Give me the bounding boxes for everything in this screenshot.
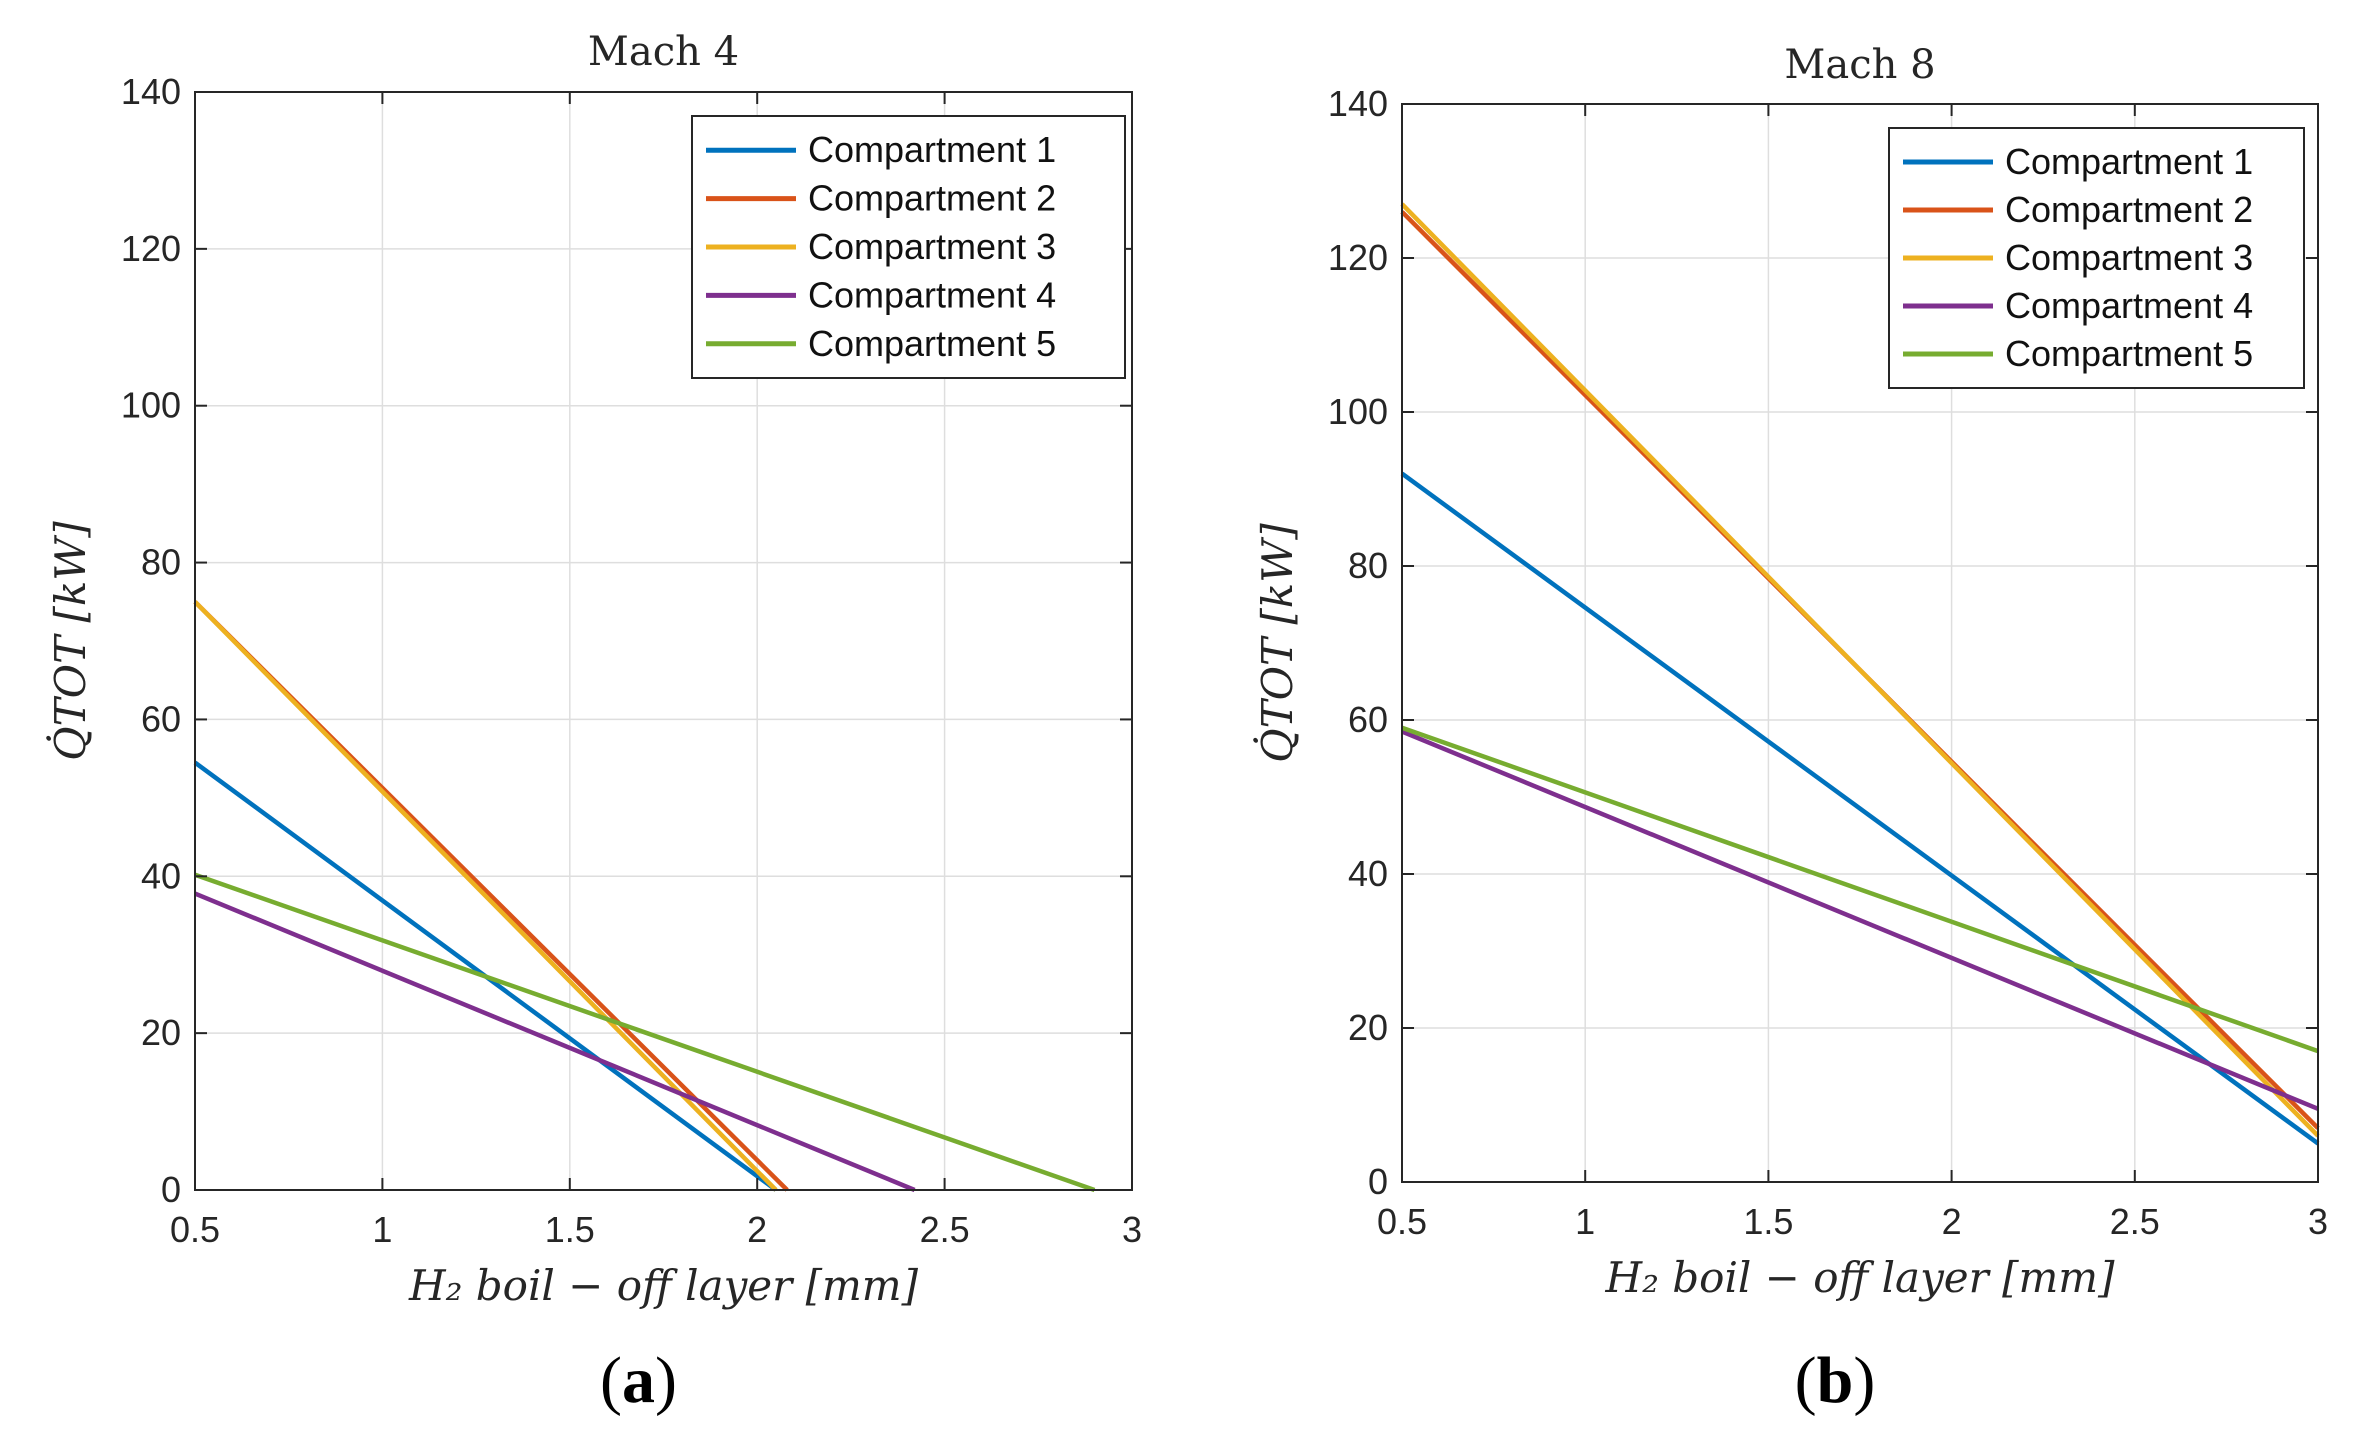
legend-entry-5: Compartment 5 — [2005, 333, 2253, 374]
y-tick-label: 100 — [121, 385, 181, 426]
legend-entry-5: Compartment 5 — [808, 323, 1056, 364]
chart-title: Mach 8 — [1784, 42, 1935, 88]
x-tick-label: 1 — [372, 1209, 392, 1250]
panel-label: (b) — [1795, 1344, 1876, 1417]
chart-title: Mach 4 — [588, 29, 739, 75]
axes-box — [1401, 103, 2319, 1183]
legend: Compartment 1 Compartment 2 Compartment 3 C… — [691, 115, 1126, 379]
legend-entry-1: Compartment 1 — [2005, 141, 2253, 182]
series-line-4 — [194, 891, 916, 1193]
panel-label-close: ) — [1853, 1344, 1875, 1417]
y-tick-label: 40 — [141, 855, 181, 896]
y-tick-label: 120 — [1328, 237, 1388, 278]
chart-panel-1: 0.5 1 1.5 2 2.5 3 0 20 40 60 80 100 120 140 Mach 4 H₂ b… — [45, 29, 1142, 1417]
y-axis-label: Q̇TOT [kW] — [45, 521, 95, 761]
legend-entry-3: Compartment 3 — [808, 226, 1056, 267]
x-axis-label: H₂ boil − off layer [mm] — [1604, 1253, 2115, 1302]
x-tick-label: 2.5 — [2110, 1201, 2160, 1242]
legend-entry-1: Compartment 1 — [808, 129, 1056, 170]
y-tick-label: 0 — [1368, 1161, 1388, 1202]
series-line-3 — [1400, 202, 2320, 1138]
legend-entry-2: Compartment 2 — [2005, 189, 2253, 230]
chart-panel-2: 0.5 1 1.5 2 2.5 3 0 20 40 60 80 100 120 140 Mach 8 H₂ b… — [1252, 42, 2328, 1417]
y-tick-label: 140 — [121, 71, 181, 112]
panel-label-letter: a — [622, 1344, 655, 1417]
x-tick-label: 0.5 — [170, 1209, 220, 1250]
x-axis-label: H₂ boil − off layer [mm] — [408, 1261, 919, 1310]
y-tick-label: 120 — [121, 228, 181, 269]
legend-entry-2: Compartment 2 — [808, 178, 1056, 219]
panel-label-open: ( — [1795, 1344, 1817, 1417]
axes-box — [194, 91, 1133, 1191]
series-line-1 — [1400, 471, 2320, 1146]
x-tick-label: 2 — [747, 1209, 767, 1250]
legend-entry-4: Compartment 4 — [2005, 285, 2253, 326]
x-tick-label: 0.5 — [1377, 1201, 1427, 1242]
x-tick-label: 3 — [1122, 1209, 1142, 1250]
y-tick-label: 60 — [1348, 699, 1388, 740]
legend-entry-3: Compartment 3 — [2005, 237, 2253, 278]
x-tick-label: 2 — [1942, 1201, 1962, 1242]
series-line-5 — [1401, 725, 2319, 1054]
y-tick-label: 140 — [1328, 83, 1388, 124]
panel-label: (a) — [600, 1344, 677, 1417]
x-tick-label: 2.5 — [920, 1209, 970, 1250]
y-tick-label: 100 — [1328, 391, 1388, 432]
series-line-5 — [194, 872, 1096, 1193]
x-tick-label: 3 — [2308, 1201, 2328, 1242]
panel-label-close: ) — [655, 1344, 677, 1417]
x-tick-label: 1.5 — [1743, 1201, 1793, 1242]
panel-label-open: ( — [600, 1344, 622, 1417]
y-tick-label: 60 — [141, 698, 181, 739]
y-tick-label: 0 — [161, 1169, 181, 1210]
y-tick-label: 40 — [1348, 853, 1388, 894]
series-line-4 — [1401, 729, 2319, 1111]
legend: Compartment 1 Compartment 2 Compartment 3 C… — [1888, 127, 2305, 389]
y-axis-label: Q̇TOT [kW] — [1252, 523, 1302, 763]
x-tick-label: 1 — [1575, 1201, 1595, 1242]
panel-label-letter: b — [1817, 1344, 1854, 1417]
y-tick-label: 80 — [1348, 545, 1388, 586]
x-tick-label: 1.5 — [545, 1209, 595, 1250]
y-tick-label: 80 — [141, 542, 181, 583]
legend-entry-4: Compartment 4 — [808, 274, 1056, 315]
y-tick-label: 20 — [141, 1012, 181, 1053]
y-tick-label: 20 — [1348, 1007, 1388, 1048]
